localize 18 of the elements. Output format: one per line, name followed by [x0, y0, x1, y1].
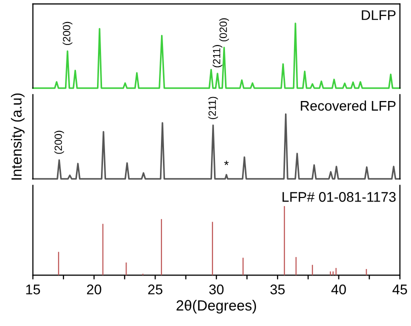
x-axis-title: 2θ(Degrees) [176, 300, 256, 314]
annotation: (211) [208, 96, 218, 120]
y-axis-title: Intensity (a.u) [10, 93, 25, 180]
annotation: (211) [212, 45, 222, 68]
annotation: * [224, 160, 229, 166]
x-tick-label: 45 [392, 284, 408, 294]
x-tick-label: 40 [331, 284, 346, 294]
annotation: (200) [54, 130, 64, 154]
x-tick-label: 30 [209, 284, 224, 294]
text: DLFP [362, 10, 396, 20]
series-label: LFP# 01-081-1173 [282, 192, 396, 202]
x-tick-label: 25 [148, 284, 162, 294]
x-tick-label: 20 [87, 284, 102, 294]
series-label: Recovered LFP [300, 100, 396, 111]
annotation: (020) [219, 18, 229, 42]
annotation: (200) [62, 22, 72, 45]
x-tick-label: 35 [270, 284, 285, 294]
x-tick-label: 15 [26, 284, 40, 294]
